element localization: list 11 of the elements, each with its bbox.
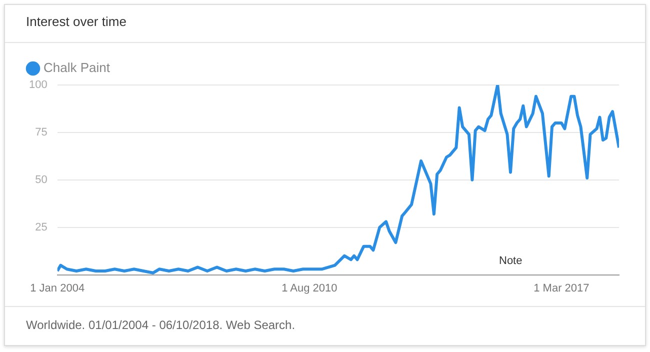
legend-label: Chalk Paint	[44, 60, 110, 76]
x-tick-label: 1 Jan 2004	[30, 282, 85, 294]
x-tick-label: 1 Mar 2017	[534, 282, 590, 294]
y-tick-label: 25	[35, 221, 48, 234]
annotation: Note	[499, 255, 522, 267]
y-tick-label: 50	[35, 174, 48, 186]
x-tick-label: 1 Aug 2010	[282, 282, 338, 294]
y-tick-label: 75	[35, 126, 48, 138]
chart-title: Interest over time	[26, 14, 126, 29]
y-tick-label: 100	[28, 79, 48, 92]
text: Worldwide. 01/01/2004 - 06/10/2018. Web Search.	[26, 318, 296, 332]
